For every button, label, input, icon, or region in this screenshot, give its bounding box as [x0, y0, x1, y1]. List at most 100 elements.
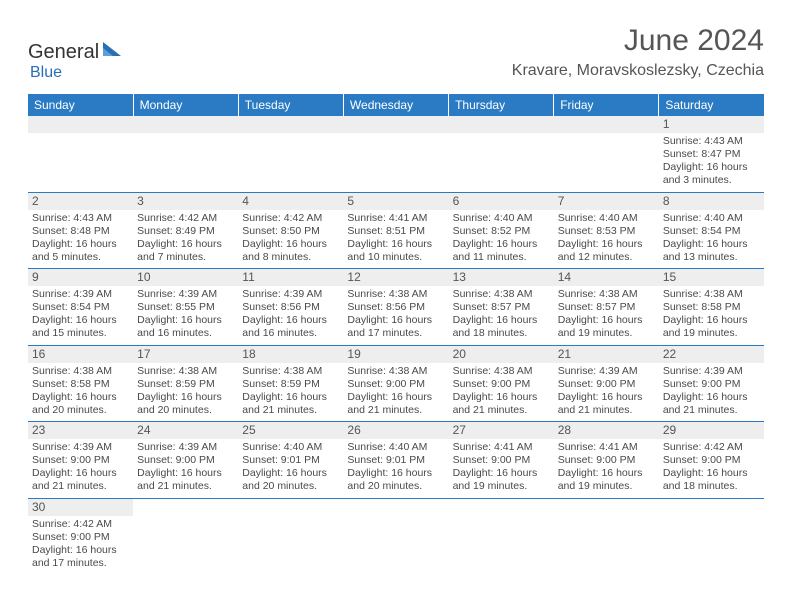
day-daylight: Daylight: 16 hours and 21 minutes. [32, 467, 129, 493]
day-daylight: Daylight: 16 hours and 11 minutes. [453, 238, 550, 264]
day-sunrise: Sunrise: 4:40 AM [242, 441, 339, 454]
day-sunrise: Sunrise: 4:38 AM [137, 365, 234, 378]
day-number: 30 [28, 499, 133, 516]
day-number: 7 [554, 193, 659, 210]
day-sunset: Sunset: 8:59 PM [137, 378, 234, 391]
calendar-day-cell [449, 498, 554, 574]
day-sunrise: Sunrise: 4:39 AM [32, 288, 129, 301]
day-sunset: Sunset: 9:00 PM [558, 454, 655, 467]
calendar-day-cell: 28 Sunrise: 4:41 AMSunset: 9:00 PMDayligh… [554, 422, 659, 499]
calendar-week-row: 16Sunrise: 4:38 AMSunset: 8:58 PMDayligh… [28, 345, 764, 422]
brand-word-a: General [28, 41, 99, 64]
day-sunset: Sunset: 8:58 PM [32, 378, 129, 391]
day-sunset: Sunset: 8:59 PM [242, 378, 339, 391]
day-sunset: Sunset: 9:00 PM [663, 454, 760, 467]
day-sunrise: Sunrise: 4:39 AM [558, 365, 655, 378]
calendar-day-cell: 26Sunrise: 4:40 AMSunset: 9:01 PMDayligh… [343, 422, 448, 499]
calendar-day-cell: 18Sunrise: 4:38 AMSunset: 8:59 PMDayligh… [238, 345, 343, 422]
location-subtitle: Kravare, Moravskoslezsky, Czechia [512, 62, 764, 80]
page-header: General June 2024 Kravare, Moravskoslezs… [28, 24, 764, 80]
calendar-day-cell: 30Sunrise: 4:42 AMSunset: 9:00 PMDayligh… [28, 498, 133, 574]
day-sunset: Sunset: 9:00 PM [32, 531, 129, 544]
day-sunset: Sunset: 8:56 PM [347, 301, 444, 314]
day-sunrise: Sunrise: 4:41 AM [558, 441, 655, 454]
calendar-day-cell [343, 116, 448, 192]
calendar-day-cell: 11Sunrise: 4:39 AMSunset: 8:56 PMDayligh… [238, 269, 343, 346]
day-number: 21 [554, 346, 659, 363]
calendar-page: General June 2024 Kravare, Moravskoslezs… [0, 0, 792, 598]
day-sunset: Sunset: 8:58 PM [663, 301, 760, 314]
day-number: 26 [343, 422, 448, 439]
calendar-day-cell [133, 498, 238, 574]
day-sunset: Sunset: 9:00 PM [453, 454, 550, 467]
day-number: 5 [343, 193, 448, 210]
dow-saturday: Saturday [659, 94, 764, 116]
day-sunrise: Sunrise: 4:40 AM [347, 441, 444, 454]
day-number: 28 [554, 422, 659, 439]
calendar-day-cell: 19Sunrise: 4:38 AMSunset: 9:00 PMDayligh… [343, 345, 448, 422]
day-number: 17 [133, 346, 238, 363]
day-daylight: Daylight: 16 hours and 20 minutes. [32, 391, 129, 417]
dow-monday: Monday [133, 94, 238, 116]
day-daylight: Daylight: 16 hours and 21 minutes. [242, 391, 339, 417]
day-sunset: Sunset: 8:54 PM [663, 225, 760, 238]
day-daylight: Daylight: 16 hours and 18 minutes. [663, 467, 760, 493]
day-daylight: Daylight: 16 hours and 19 minutes. [663, 314, 760, 340]
day-sunset: Sunset: 9:00 PM [453, 378, 550, 391]
day-number: 29 [659, 422, 764, 439]
day-sunrise: Sunrise: 4:39 AM [663, 365, 760, 378]
day-sunrise: Sunrise: 4:41 AM [347, 212, 444, 225]
day-daylight: Daylight: 16 hours and 21 minutes. [347, 391, 444, 417]
day-sunset: Sunset: 9:00 PM [558, 378, 655, 391]
day-daylight: Daylight: 16 hours and 21 minutes. [453, 391, 550, 417]
calendar-day-cell: 17Sunrise: 4:38 AMSunset: 8:59 PMDayligh… [133, 345, 238, 422]
day-sunset: Sunset: 8:53 PM [558, 225, 655, 238]
day-number: 6 [449, 193, 554, 210]
day-daylight: Daylight: 16 hours and 19 minutes. [558, 467, 655, 493]
dow-wednesday: Wednesday [343, 94, 448, 116]
day-sunrise: Sunrise: 4:39 AM [32, 441, 129, 454]
calendar-table: Sunday Monday Tuesday Wednesday Thursday… [28, 94, 764, 574]
calendar-day-cell [238, 498, 343, 574]
day-daylight: Daylight: 16 hours and 5 minutes. [32, 238, 129, 264]
day-daylight: Daylight: 16 hours and 21 minutes. [663, 391, 760, 417]
day-daylight: Daylight: 16 hours and 10 minutes. [347, 238, 444, 264]
day-sunrise: Sunrise: 4:40 AM [453, 212, 550, 225]
sail-flag-icon [101, 40, 123, 64]
day-number: 1 [659, 116, 764, 133]
day-number: 19 [343, 346, 448, 363]
day-daylight: Daylight: 16 hours and 7 minutes. [137, 238, 234, 264]
day-number: 18 [238, 346, 343, 363]
day-number: 16 [28, 346, 133, 363]
calendar-day-cell [28, 116, 133, 192]
day-sunset: Sunset: 9:00 PM [32, 454, 129, 467]
calendar-week-row: 9Sunrise: 4:39 AMSunset: 8:54 PMDaylight… [28, 269, 764, 346]
calendar-day-cell [554, 498, 659, 574]
day-number: 23 [28, 422, 133, 439]
day-number-blank [343, 499, 448, 516]
day-sunset: Sunset: 9:00 PM [663, 378, 760, 391]
calendar-day-cell: 2Sunrise: 4:43 AMSunset: 8:48 PMDaylight… [28, 192, 133, 269]
calendar-day-cell [238, 116, 343, 192]
calendar-day-cell: 25Sunrise: 4:40 AMSunset: 9:01 PMDayligh… [238, 422, 343, 499]
day-number: 22 [659, 346, 764, 363]
day-number-blank [449, 499, 554, 516]
day-sunset: Sunset: 9:00 PM [347, 378, 444, 391]
day-daylight: Daylight: 16 hours and 13 minutes. [663, 238, 760, 264]
day-number-blank [238, 499, 343, 516]
day-number: 13 [449, 269, 554, 286]
day-sunrise: Sunrise: 4:39 AM [137, 288, 234, 301]
day-daylight: Daylight: 16 hours and 8 minutes. [242, 238, 339, 264]
day-number: 15 [659, 269, 764, 286]
calendar-day-cell [133, 116, 238, 192]
day-sunset: Sunset: 8:57 PM [453, 301, 550, 314]
calendar-day-cell: 14Sunrise: 4:38 AMSunset: 8:57 PMDayligh… [554, 269, 659, 346]
day-daylight: Daylight: 16 hours and 16 minutes. [137, 314, 234, 340]
dow-friday: Friday [554, 94, 659, 116]
day-sunrise: Sunrise: 4:38 AM [558, 288, 655, 301]
day-sunrise: Sunrise: 4:39 AM [242, 288, 339, 301]
day-sunset: Sunset: 8:51 PM [347, 225, 444, 238]
day-number: 10 [133, 269, 238, 286]
day-sunrise: Sunrise: 4:38 AM [453, 365, 550, 378]
dow-sunday: Sunday [28, 94, 133, 116]
